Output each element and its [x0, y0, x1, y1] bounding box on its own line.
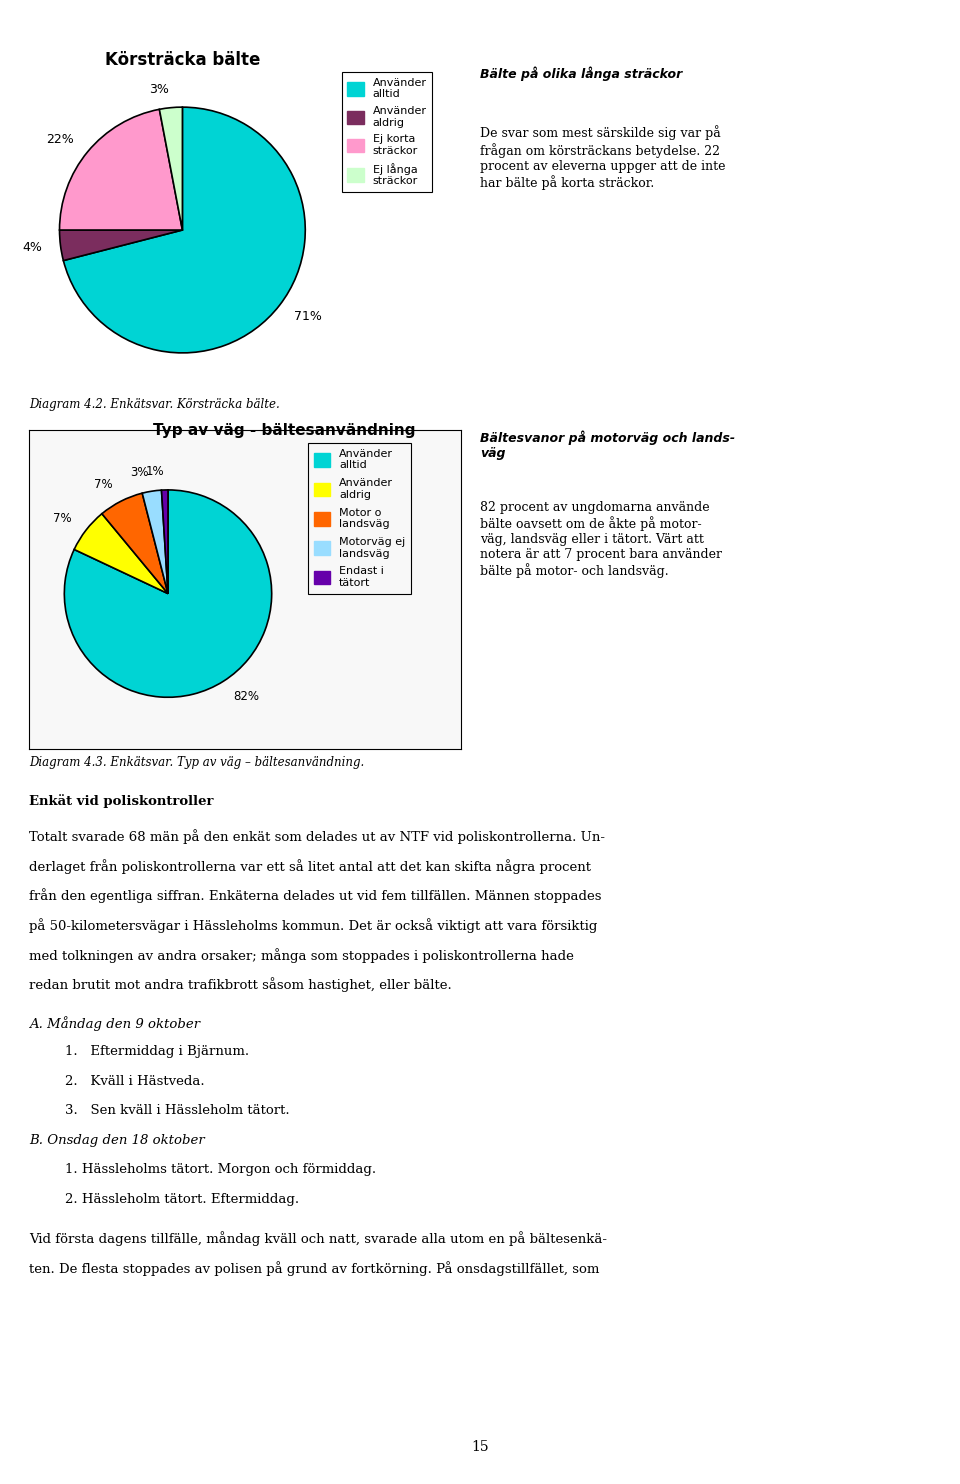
Wedge shape	[74, 513, 168, 594]
Text: 4%: 4%	[22, 242, 42, 254]
Legend: Använder
alltid, Använder
aldrig, Ej korta
sträckor, Ej långa
sträckor: Använder alltid, Använder aldrig, Ej kor…	[342, 73, 432, 191]
Text: Enkät vid poliskontroller: Enkät vid poliskontroller	[29, 794, 213, 807]
Text: Totalt svarade 68 män på den enkät som delades ut av NTF vid poliskontrollerna. : Totalt svarade 68 män på den enkät som d…	[29, 830, 605, 844]
Text: 82 procent av ungdomarna använde
bälte oavsett om de åkte på motor-
väg, landsvä: 82 procent av ungdomarna använde bälte o…	[480, 500, 722, 579]
Wedge shape	[60, 230, 182, 261]
Text: Diagram 4.3. Enkätsvar. Typ av väg – bältesanvändning.: Diagram 4.3. Enkätsvar. Typ av väg – bäl…	[29, 757, 364, 769]
Text: 3%: 3%	[149, 83, 169, 96]
Text: 2.   Kväll i Hästveda.: 2. Kväll i Hästveda.	[65, 1074, 204, 1088]
Text: Diagram 4.2. Enkätsvar. Körsträcka bälte.: Diagram 4.2. Enkätsvar. Körsträcka bälte…	[29, 398, 279, 411]
Title: Körsträcka bälte: Körsträcka bälte	[105, 52, 260, 70]
Text: redan brutit mot andra trafikbrott såsom hastighet, eller bälte.: redan brutit mot andra trafikbrott såsom…	[29, 978, 451, 993]
Text: 7%: 7%	[53, 512, 71, 525]
Text: A. Måndag den 9 oktober: A. Måndag den 9 oktober	[29, 1015, 200, 1030]
Wedge shape	[161, 490, 168, 594]
Text: Bältesvanor på motorväg och lands-
väg: Bältesvanor på motorväg och lands- väg	[480, 430, 735, 460]
Text: på 50-kilometersvägar i Hässleholms kommun. Det är också viktigt att vara försik: på 50-kilometersvägar i Hässleholms komm…	[29, 919, 597, 933]
Text: derlaget från poliskontrollerna var ett så litet antal att det kan skifta några : derlaget från poliskontrollerna var ett …	[29, 859, 590, 874]
Text: med tolkningen av andra orsaker; många som stoppades i poliskontrollerna hade: med tolkningen av andra orsaker; många s…	[29, 948, 574, 963]
Text: De svar som mest särskilde sig var på
frågan om körsträckans betydelse. 22
proce: De svar som mest särskilde sig var på fr…	[480, 126, 726, 190]
Text: 1%: 1%	[146, 464, 164, 478]
Text: B. Onsdag den 18 oktober: B. Onsdag den 18 oktober	[29, 1134, 204, 1147]
Text: Vid första dagens tillfälle, måndag kväll och natt, svarade alla utom en på bält: Vid första dagens tillfälle, måndag kväl…	[29, 1232, 607, 1247]
Legend: Använder
alltid, Använder
aldrig, Motor o
landsväg, Motorväg ej
landsväg, Endast: Använder alltid, Använder aldrig, Motor …	[308, 444, 411, 594]
Wedge shape	[64, 490, 272, 697]
Text: 2. Hässleholm tätort. Eftermiddag.: 2. Hässleholm tätort. Eftermiddag.	[65, 1193, 299, 1206]
Wedge shape	[142, 490, 168, 594]
Text: 71%: 71%	[294, 310, 322, 324]
Title: Typ av väg - bältesanvändning: Typ av väg - bältesanvändning	[154, 423, 416, 438]
Text: Bälte på olika långa sträckor: Bälte på olika långa sträckor	[480, 67, 683, 82]
Wedge shape	[102, 493, 168, 594]
Wedge shape	[60, 110, 182, 230]
Text: 22%: 22%	[46, 134, 74, 147]
Text: 3%: 3%	[131, 466, 149, 479]
Text: 82%: 82%	[233, 690, 259, 703]
Text: 15: 15	[471, 1439, 489, 1454]
Text: 7%: 7%	[94, 478, 112, 491]
Wedge shape	[159, 107, 182, 230]
Text: 1. Hässleholms tätort. Morgon och förmiddag.: 1. Hässleholms tätort. Morgon och förmid…	[65, 1163, 376, 1177]
Text: ten. De flesta stoppades av polisen på grund av fortkörning. På onsdagstillfälle: ten. De flesta stoppades av polisen på g…	[29, 1261, 599, 1276]
Text: 1.   Eftermiddag i Bjärnum.: 1. Eftermiddag i Bjärnum.	[65, 1045, 249, 1058]
Wedge shape	[63, 107, 305, 353]
Text: från den egentliga siffran. Enkäterna delades ut vid fem tillfällen. Männen stop: från den egentliga siffran. Enkäterna de…	[29, 889, 601, 904]
Text: 3.   Sen kväll i Hässleholm tätort.: 3. Sen kväll i Hässleholm tätort.	[65, 1104, 290, 1117]
